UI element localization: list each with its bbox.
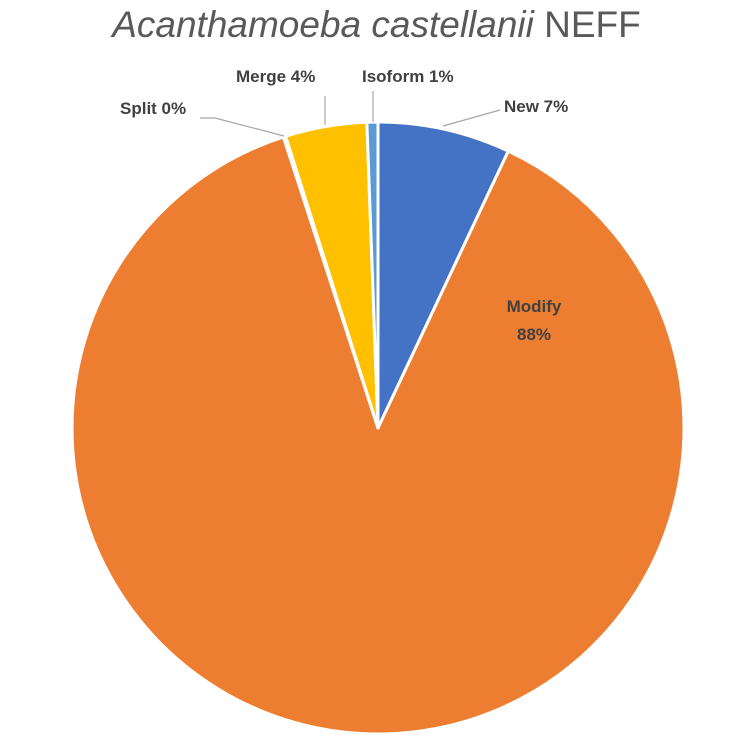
data-label-isoform: Isoform 1% <box>362 67 454 86</box>
leader-lines <box>200 91 501 137</box>
data-label-modify-pct: 88% <box>517 325 551 344</box>
pie-slice-new <box>376 120 510 430</box>
chart-title-italic: Acanthamoeba castellanii <box>112 4 534 45</box>
leader-line-new <box>442 109 501 127</box>
pie-slices <box>70 120 686 736</box>
chart-title: Acanthamoeba castellanii NEFF <box>0 4 753 46</box>
data-label-merge: Merge 4% <box>236 67 315 86</box>
data-label-modify-name: Modify <box>507 297 562 316</box>
chart-title-rest: NEFF <box>544 4 641 45</box>
data-label-split: Split 0% <box>120 99 186 118</box>
leader-line-split <box>200 117 285 137</box>
pie-slice-modify <box>70 135 686 736</box>
pie-slice-isoform <box>365 120 380 430</box>
data-label-new: New 7% <box>504 97 568 116</box>
